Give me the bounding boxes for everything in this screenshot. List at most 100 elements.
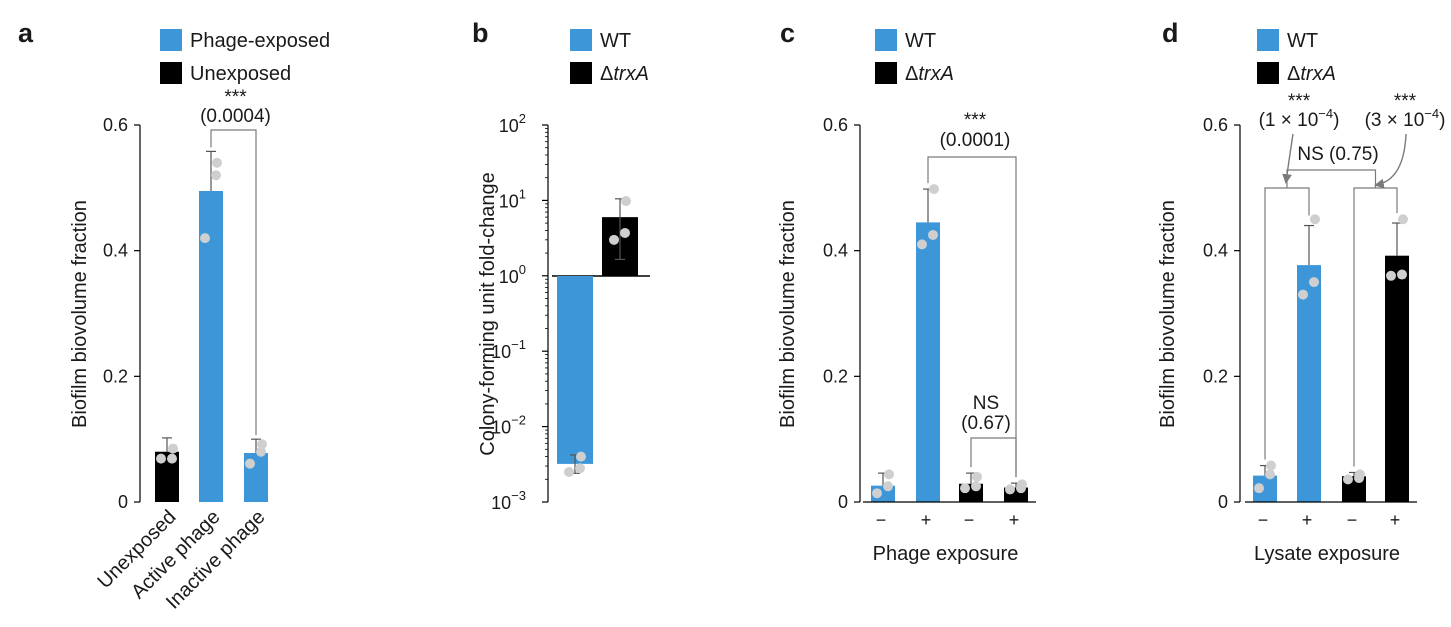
bar-b-0 bbox=[557, 276, 593, 464]
significance-p-c-0: (0.0001) bbox=[940, 130, 1011, 151]
data-point-d-2-2 bbox=[1355, 469, 1365, 480]
significance-stars-c-1: NS bbox=[973, 393, 999, 414]
significance-bracket-d-2 bbox=[1286, 169, 1377, 188]
legend-label-text: Unexposed bbox=[190, 63, 291, 85]
x-axis-label-c: Phage exposure bbox=[873, 543, 1019, 565]
x-category-label-d-2: − bbox=[1347, 510, 1358, 530]
data-point-a-1-2 bbox=[212, 157, 222, 168]
x-category-label-d-3: + bbox=[1390, 510, 1401, 530]
tick-exponent: −2 bbox=[511, 413, 526, 428]
legend-swatch-a-0 bbox=[160, 29, 182, 51]
data-point-d-1-2 bbox=[1310, 214, 1320, 225]
data-point-d-3-2 bbox=[1398, 214, 1408, 225]
legend-label-a-0: Phage-exposed bbox=[190, 30, 330, 52]
x-category-label-c-0: − bbox=[876, 510, 887, 530]
data-point-c-1-1 bbox=[928, 229, 938, 240]
data-point-c-2-0 bbox=[960, 483, 970, 494]
tick-base: 10 bbox=[499, 116, 519, 136]
panel-a-chart: Phage-exposed Unexposed 0 0.2 0.4 0.6 Biofilm … bbox=[69, 29, 330, 614]
data-point-a-2-0 bbox=[245, 458, 255, 469]
data-point-d-1-0 bbox=[1298, 289, 1308, 300]
data-point-c-0-0 bbox=[872, 488, 882, 499]
legend-label-c-1: ΔtrxA bbox=[905, 63, 954, 85]
arrow-d-1 bbox=[1374, 133, 1407, 189]
data-point-c-1-0 bbox=[917, 239, 927, 250]
data-point-a-0-2 bbox=[168, 443, 178, 454]
significance-ns-d: NS (0.75) bbox=[1297, 144, 1378, 165]
y-tick-label-a-0: 0 bbox=[118, 492, 128, 512]
legend-label-italic: trxA bbox=[1300, 63, 1336, 85]
sig-p-exponent: −4 bbox=[1424, 106, 1439, 121]
significance-p-a: (0.0004) bbox=[200, 106, 271, 127]
data-point-d-3-1 bbox=[1397, 269, 1407, 280]
data-point-c-2-1 bbox=[971, 481, 981, 492]
tick-exponent: 0 bbox=[519, 262, 526, 277]
significance-bracket-c-1 bbox=[970, 437, 1017, 478]
significance-p-d-1: (3 × 10−4) bbox=[1365, 106, 1446, 131]
x-axis-label-d: Lysate exposure bbox=[1254, 543, 1400, 565]
y-tick-label-d-3: 0.6 bbox=[1203, 115, 1228, 135]
data-point-c-2-2 bbox=[972, 471, 982, 482]
y-tick-label-a-2: 0.4 bbox=[103, 241, 128, 261]
tick-exponent: 1 bbox=[519, 186, 526, 201]
legend-swatch-a-1 bbox=[160, 62, 182, 84]
data-point-c-0-2 bbox=[884, 469, 894, 480]
data-point-a-0-0 bbox=[156, 453, 166, 464]
significance-p-c-1: (0.67) bbox=[961, 413, 1011, 434]
x-category-label-c-2: − bbox=[964, 510, 975, 530]
legend-label-italic: trxA bbox=[613, 63, 649, 85]
legend-label-b-1: ΔtrxA bbox=[600, 63, 649, 85]
tick-base: 10 bbox=[491, 342, 511, 362]
y-tick-label-c-2: 0.4 bbox=[823, 241, 848, 261]
data-point-c-0-1 bbox=[883, 481, 893, 492]
data-point-b-1-2 bbox=[621, 196, 631, 207]
panel-c-chart: WT ΔtrxA 0 0.2 0.4 0.6 Biofilm biovolume fract… bbox=[777, 29, 1036, 565]
legend-label-text: Δ bbox=[600, 63, 613, 85]
data-point-b-0-0 bbox=[564, 466, 574, 477]
tick-base: 10 bbox=[491, 418, 511, 438]
sig-p-base: (1 × 10 bbox=[1259, 110, 1319, 131]
legend-swatch-c-1 bbox=[875, 62, 897, 84]
y-tick-label-b-3: 100 bbox=[499, 262, 526, 287]
y-tick-label-b-4: 101 bbox=[499, 186, 526, 211]
tick-base: 10 bbox=[491, 493, 511, 513]
panel-letter-b: b bbox=[472, 18, 489, 48]
data-point-a-2-2 bbox=[257, 439, 267, 450]
bar-a-1 bbox=[199, 190, 223, 502]
data-point-d-0-0 bbox=[1254, 483, 1264, 494]
y-tick-label-a-3: 0.6 bbox=[103, 115, 128, 135]
data-point-d-1-1 bbox=[1309, 277, 1319, 288]
data-point-c-3-2 bbox=[1017, 479, 1027, 490]
x-category-label-d-0: − bbox=[1258, 510, 1269, 530]
x-category-label-d-1: + bbox=[1302, 510, 1313, 530]
y-axis-label-c: Biofilm biovolume fraction bbox=[777, 200, 799, 428]
data-point-b-0-2 bbox=[576, 451, 586, 462]
legend-label-c-0: WT bbox=[905, 30, 936, 52]
data-point-d-3-0 bbox=[1386, 270, 1396, 281]
y-tick-label-b-1: 10−2 bbox=[491, 413, 526, 438]
legend-label-a-1: Unexposed bbox=[190, 63, 291, 85]
sig-p-exponent: −4 bbox=[1318, 106, 1333, 121]
y-axis-label-a: Biofilm biovolume fraction bbox=[69, 200, 91, 428]
tick-exponent: −3 bbox=[511, 488, 526, 503]
significance-stars-c-0: *** bbox=[964, 110, 987, 131]
y-tick-label-b-5: 102 bbox=[499, 111, 526, 136]
significance-bracket-c-0 bbox=[927, 156, 1017, 478]
legend-label-text: WT bbox=[1287, 30, 1318, 52]
tick-exponent: 2 bbox=[519, 111, 526, 126]
panel-b-chart: WTΔtrxA10−310−210−1100101102Colony-formi… bbox=[477, 29, 650, 513]
y-tick-label-b-2: 10−1 bbox=[491, 337, 526, 362]
y-tick-label-c-0: 0 bbox=[838, 492, 848, 512]
x-category-label-c-3: + bbox=[1009, 510, 1020, 530]
data-point-b-1-1 bbox=[620, 227, 630, 238]
legend-label-italic: trxA bbox=[918, 63, 954, 85]
data-point-d-0-1 bbox=[1265, 469, 1275, 480]
significance-stars-d-1: *** bbox=[1394, 91, 1417, 112]
data-point-d-2-0 bbox=[1343, 474, 1353, 485]
data-point-b-0-1 bbox=[575, 463, 585, 474]
data-point-b-1-0 bbox=[609, 234, 619, 245]
panel-letter-a: a bbox=[18, 18, 34, 48]
significance-stars-d-0: *** bbox=[1288, 91, 1311, 112]
significance-bracket-a bbox=[210, 129, 257, 436]
